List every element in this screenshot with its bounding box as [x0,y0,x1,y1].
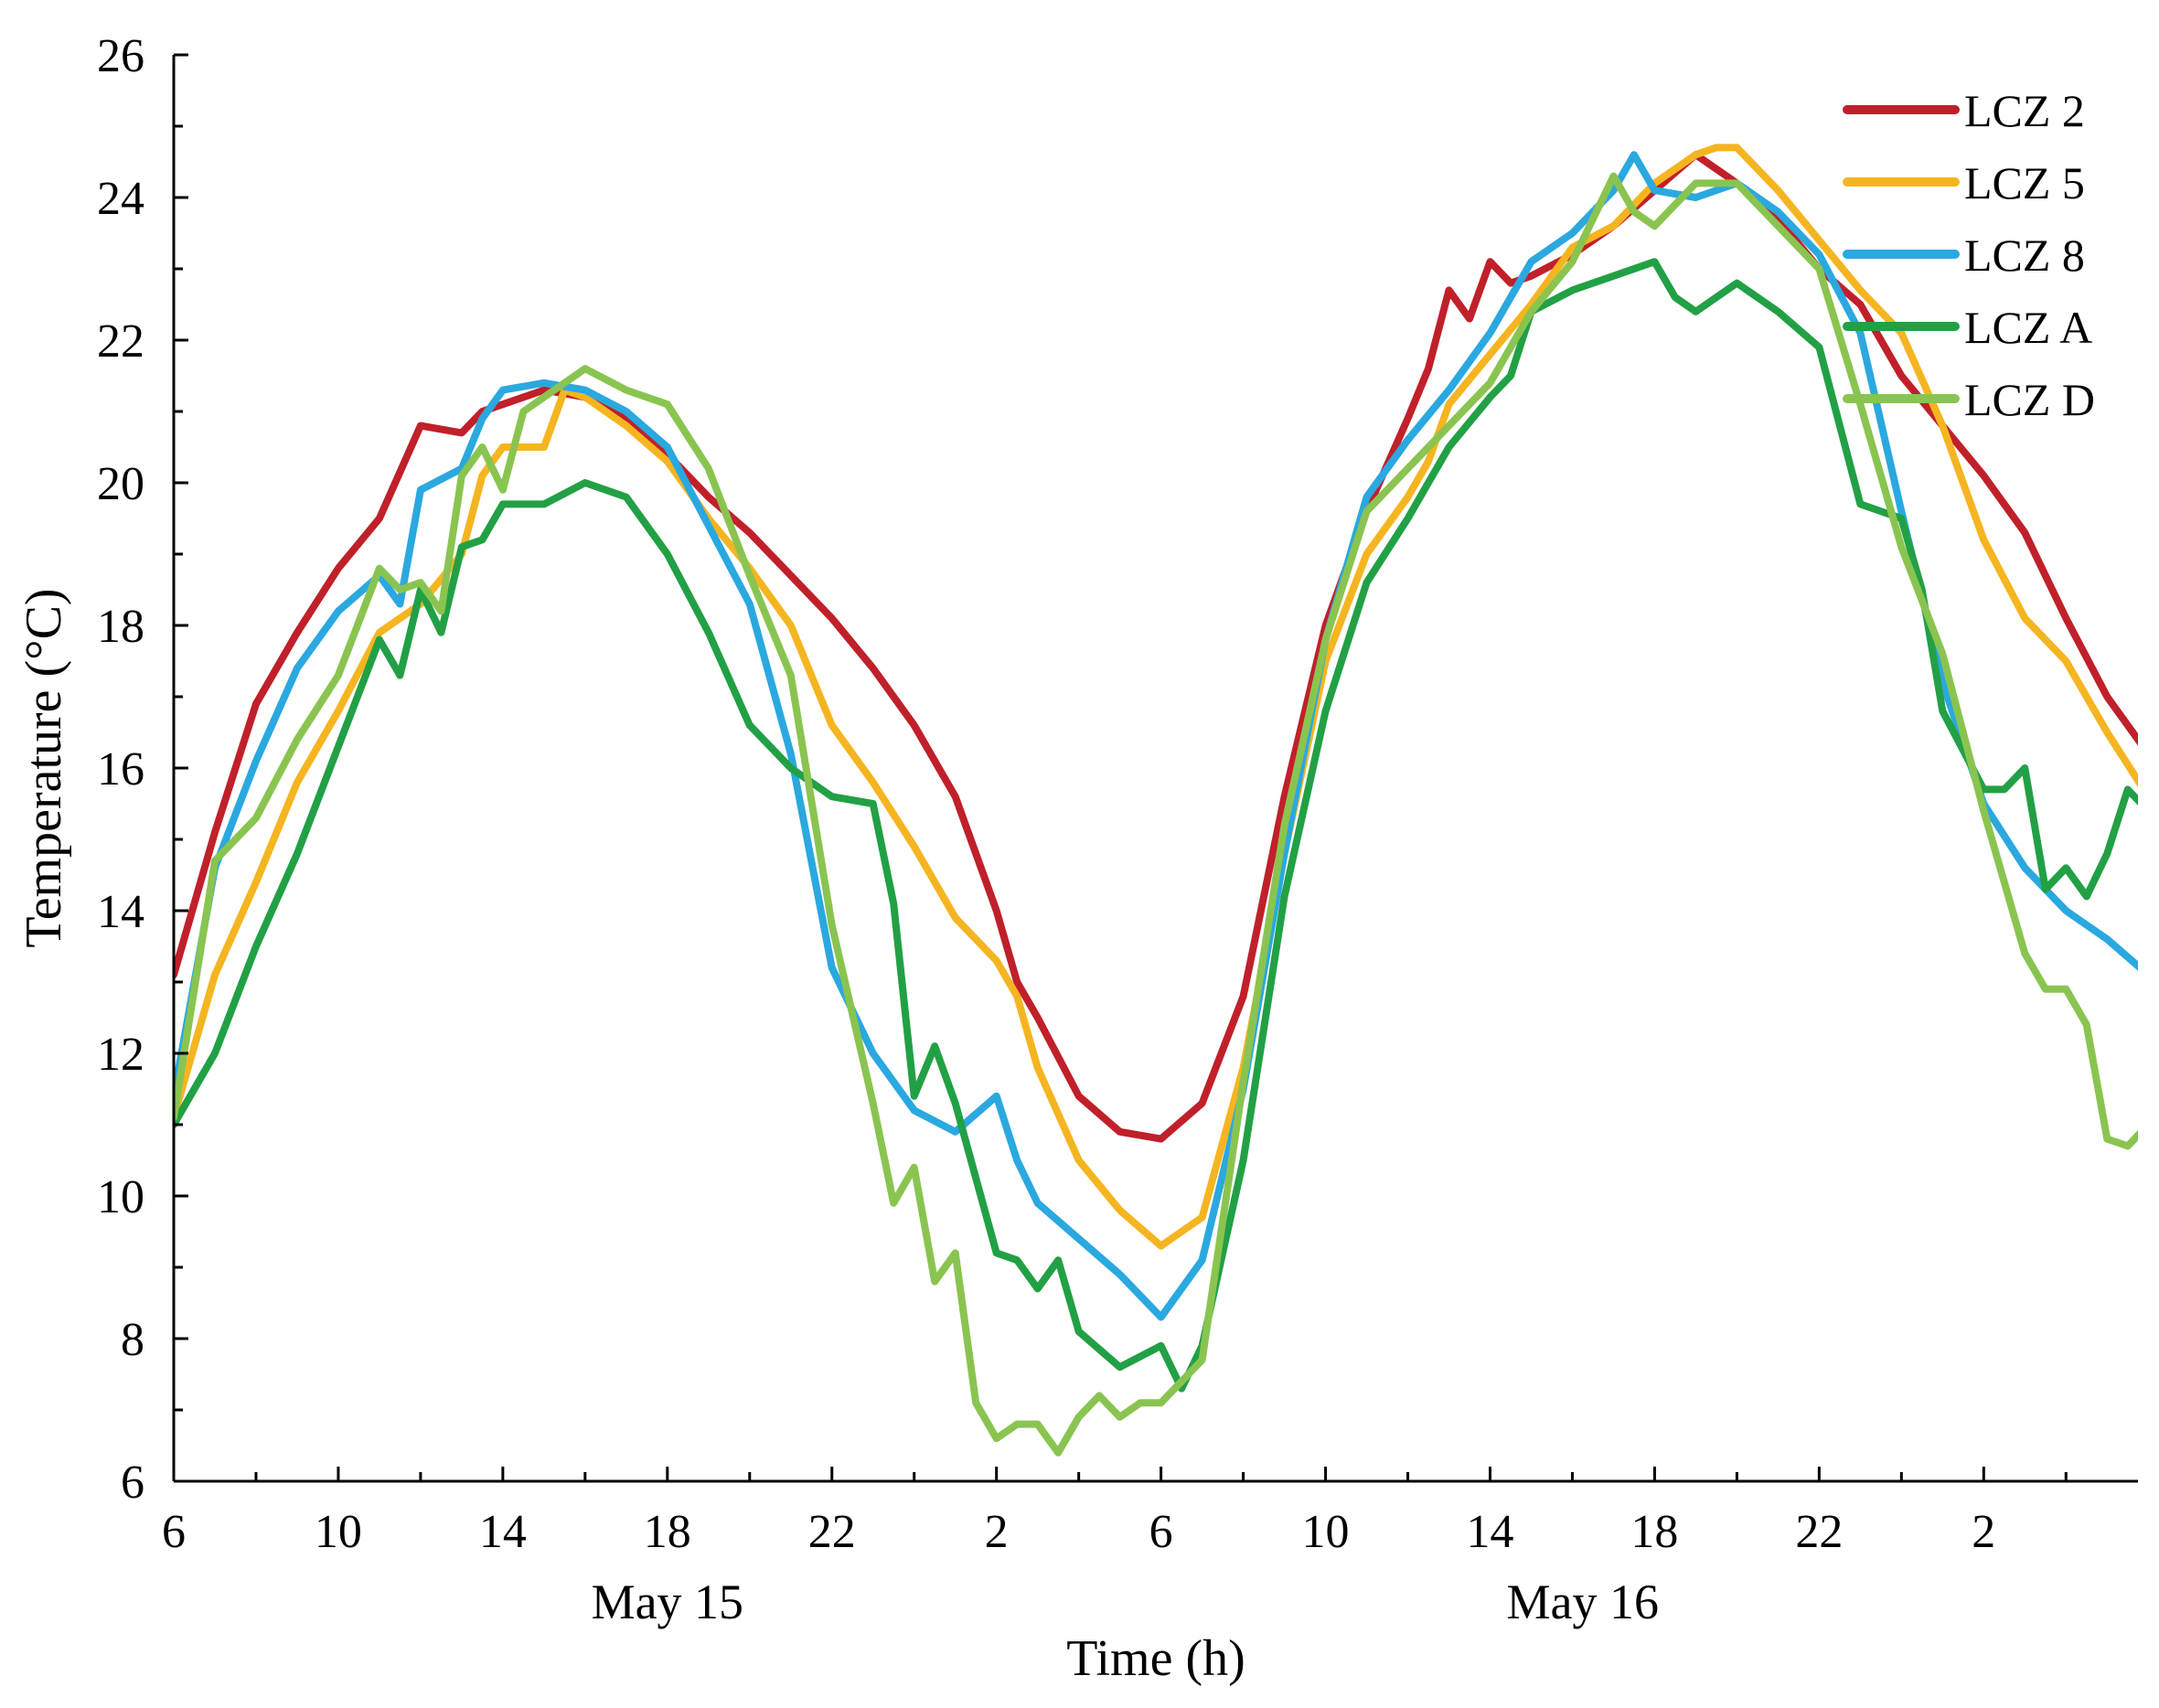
x-tick-label: 14 [1466,1506,1513,1558]
x-tick-label: 14 [479,1506,527,1558]
y-tick-label: 10 [97,1171,144,1223]
x-tick-label: 10 [315,1506,362,1558]
x-tick-label: 18 [1630,1506,1678,1558]
legend-label-lcz-d: LCZ D [1964,374,2095,425]
x-tick-label: 6 [162,1506,186,1558]
x-tick-label: 2 [1972,1506,1995,1558]
series-line-lcz-2 [174,151,2138,1143]
y-tick-label: 18 [97,601,144,653]
legend: LCZ 2 LCZ 5 LCZ 8 LCZ A LCZ D [1843,85,2095,425]
x-tick-label: 6 [1149,1506,1173,1558]
x-axis-title: Time (h) [1066,1630,1245,1687]
series-line-lcz-d [174,172,2138,1457]
y-tick-label: 24 [97,173,144,225]
x-tick-label: 2 [985,1506,1009,1558]
y-tick-label: 12 [97,1029,144,1081]
date-label: May 15 [592,1575,743,1629]
x-tick-label: 22 [1795,1506,1843,1558]
x-tick-label: 10 [1302,1506,1350,1558]
y-tick-label: 14 [97,886,144,938]
x-tick-label: 18 [644,1506,691,1558]
y-tick-label: 8 [121,1314,144,1366]
legend-label-lcz-2: LCZ 2 [1964,85,2085,136]
y-tick-label: 6 [121,1457,144,1509]
series-line-lcz-a [174,258,2138,1393]
y-axis-title: Temperature (°C) [16,588,72,947]
y-tick-label: 20 [97,458,144,510]
y-tick-label: 22 [97,315,144,368]
legend-label-lcz-a: LCZ A [1964,302,2092,353]
x-tick-label: 22 [808,1506,856,1558]
legend-label-lcz-8: LCZ 8 [1964,230,2085,281]
legend-label-lcz-5: LCZ 5 [1964,157,2085,208]
date-label: May 16 [1506,1575,1658,1629]
y-tick-label: 26 [97,30,144,82]
y-tick-label: 16 [97,743,144,795]
